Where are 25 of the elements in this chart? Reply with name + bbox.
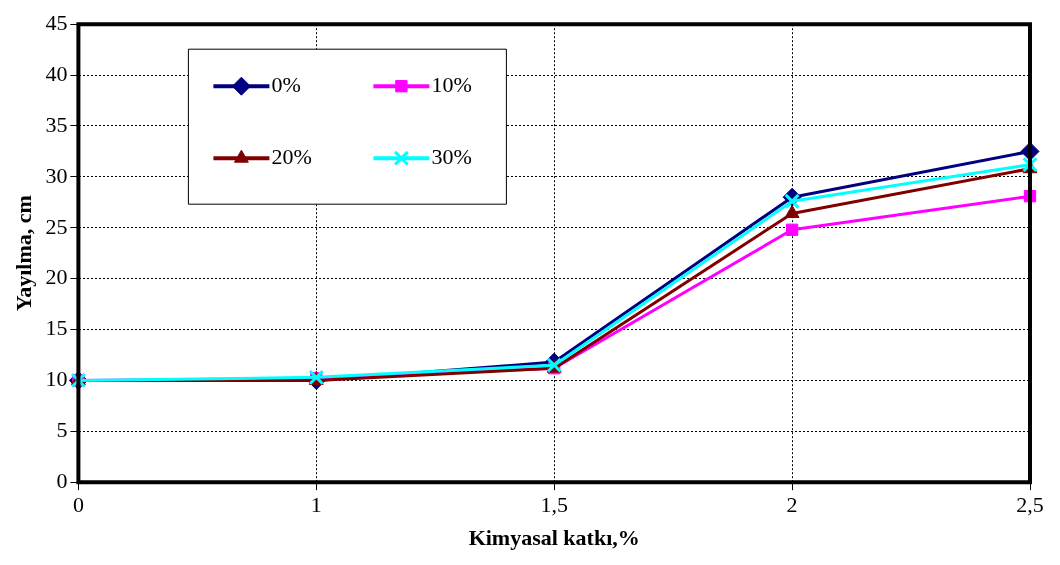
point	[785, 223, 799, 236]
legend-label: 30%	[431, 143, 472, 169]
y-tick-label: 0	[56, 467, 68, 493]
x-tick-label: 1	[310, 492, 322, 518]
y-tick-label: 10	[45, 366, 68, 392]
y-tick-label: 20	[45, 264, 68, 290]
y-tick-label: 35	[45, 111, 68, 137]
point	[1022, 156, 1038, 173]
x-tick-label: 0	[72, 492, 84, 518]
x-tick-label: 2,5	[1016, 492, 1044, 518]
x-tick-label: 1,5	[540, 492, 568, 518]
y-tick-label: 25	[45, 213, 68, 239]
point	[784, 193, 800, 210]
y-tick-label: 45	[45, 9, 68, 35]
point	[784, 205, 800, 219]
x-tick-label: 2	[786, 492, 798, 518]
legend-label: 10%	[431, 71, 472, 97]
y-tick-label: 30	[45, 162, 68, 188]
y-axis-title: Yayılma, cm	[10, 195, 36, 312]
legend-label: 0%	[271, 71, 301, 97]
y-tick-label: 5	[56, 417, 68, 443]
legend-label: 20%	[271, 143, 312, 169]
x-axis-title: Kimyasal katkı,%	[468, 525, 640, 551]
y-tick-label: 40	[45, 60, 68, 86]
y-tick-label: 15	[45, 315, 68, 341]
